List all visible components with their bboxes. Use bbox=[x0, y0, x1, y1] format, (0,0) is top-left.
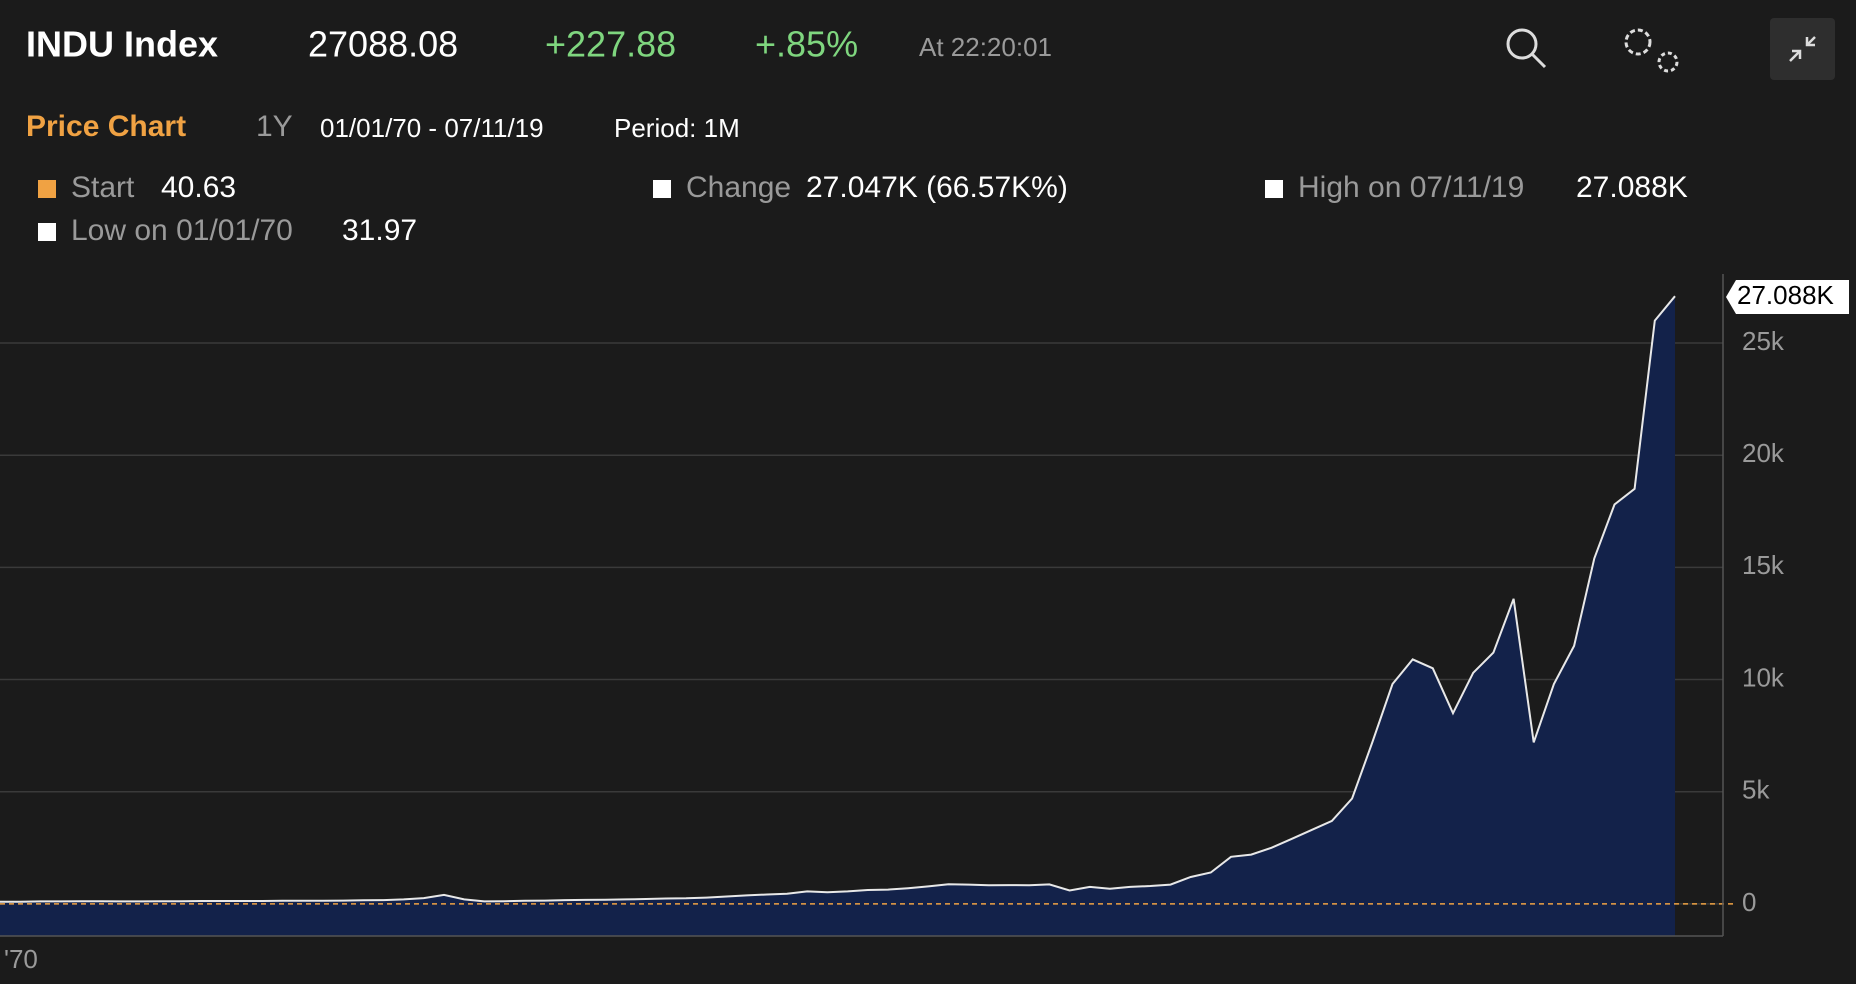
legend-swatch bbox=[38, 180, 56, 198]
last-value-label: 27.088K bbox=[1737, 280, 1835, 310]
legend-value: 40.63 bbox=[161, 171, 236, 204]
date-range: 01/01/70 - 07/11/19 bbox=[320, 113, 544, 143]
change-pct: +.85% bbox=[755, 24, 858, 65]
y-tick-label: 25k bbox=[1742, 326, 1785, 356]
search-icon[interactable] bbox=[1506, 28, 1547, 69]
last-value-tag bbox=[1726, 280, 1849, 314]
line bbox=[0, 295, 1676, 903]
time: At 22:20:01 bbox=[919, 32, 1052, 62]
panel-title: Price Chart bbox=[26, 110, 186, 143]
legend-value: 27.088K bbox=[1576, 171, 1688, 204]
legend-label: Change bbox=[686, 171, 791, 204]
legend-label: High on 07/11/19 bbox=[1298, 171, 1524, 204]
price: 27088.08 bbox=[308, 24, 458, 65]
y-tick-label: 20k bbox=[1742, 438, 1785, 468]
range-button[interactable]: 1Y bbox=[256, 110, 293, 143]
y-tick-label: 5k bbox=[1742, 775, 1770, 805]
change: +227.88 bbox=[545, 24, 676, 65]
x-tick-label: '70 bbox=[4, 944, 38, 974]
chart: 0 5k 10k 15k 20k 25k 27.088K '70 bbox=[0, 274, 1849, 974]
collapse-button[interactable] bbox=[1770, 18, 1835, 80]
legend-swatch bbox=[1265, 180, 1283, 198]
y-tick-label: 15k bbox=[1742, 550, 1785, 580]
y-tick-label: 0 bbox=[1742, 887, 1756, 917]
area bbox=[0, 296, 1675, 936]
period: Period: 1M bbox=[614, 113, 740, 143]
settings-icon[interactable] bbox=[1624, 28, 1679, 73]
legend-swatch bbox=[653, 180, 671, 198]
y-tick-label: 10k bbox=[1742, 662, 1785, 692]
legend-label: Low on 01/01/70 bbox=[71, 214, 293, 247]
symbol: INDU Index bbox=[26, 24, 218, 65]
legend-swatch bbox=[38, 223, 56, 241]
legend: Start 40.63 Change 27.047K (66.57K%) High on… bbox=[38, 171, 1688, 247]
legend-value: 27.047K (66.57K%) bbox=[806, 171, 1068, 204]
legend-value: 31.97 bbox=[342, 214, 417, 247]
legend-label: Start bbox=[71, 171, 135, 204]
